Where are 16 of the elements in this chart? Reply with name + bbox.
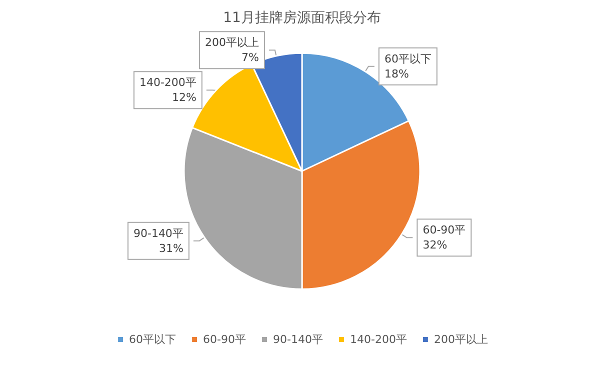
data-label: 32% xyxy=(422,238,448,252)
legend-label: 90-140平 xyxy=(273,333,323,346)
data-label: 7% xyxy=(241,51,259,64)
data-label: 18% xyxy=(384,67,409,80)
slice-label: 200平以上 xyxy=(204,36,259,50)
chart-title: 11月挂牌房源面积段分布 xyxy=(223,10,381,26)
data-label: 31% xyxy=(158,242,184,255)
slice-label: 90-140平 xyxy=(133,226,184,240)
slice-label: 60平以下 xyxy=(384,52,432,66)
legend-label: 140-200平 xyxy=(350,333,407,346)
legend-label: 200平以上 xyxy=(434,333,488,346)
slice-label: 140-200平 xyxy=(139,76,196,90)
legend-label: 60-90平 xyxy=(203,333,246,346)
slice-label: 60-90平 xyxy=(422,224,466,237)
legend-label: 60平以下 xyxy=(129,333,176,346)
data-label: 12% xyxy=(172,91,196,104)
